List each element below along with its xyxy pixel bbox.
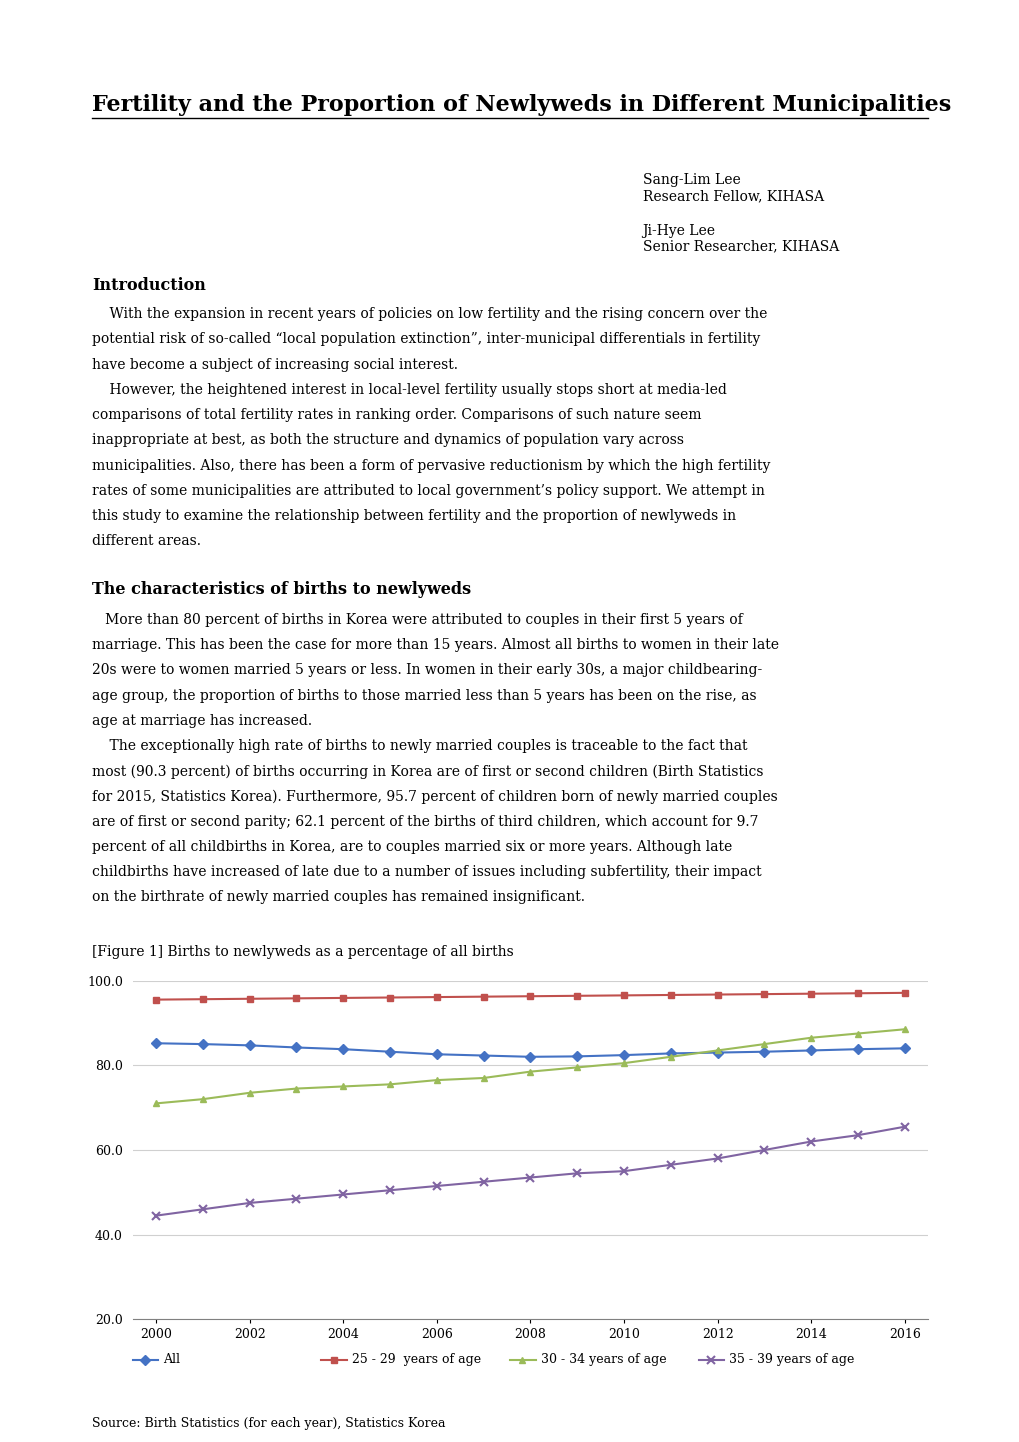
Text: Introduction: Introduction <box>92 277 206 294</box>
Text: The exceptionally high rate of births to newly married couples is traceable to t: The exceptionally high rate of births to… <box>92 740 747 753</box>
Text: The characteristics of births to newlyweds: The characteristics of births to newlywe… <box>92 581 471 598</box>
Text: 20s were to women married 5 years or less. In women in their early 30s, a major : 20s were to women married 5 years or les… <box>92 663 761 678</box>
Text: 25 - 29  years of age: 25 - 29 years of age <box>352 1353 481 1367</box>
Text: marriage. This has been the case for more than 15 years. Almost all births to wo: marriage. This has been the case for mor… <box>92 637 779 652</box>
Text: Fertility and the Proportion of Newlyweds in Different Municipalities: Fertility and the Proportion of Newlywed… <box>92 94 950 115</box>
Text: are of first or second parity; 62.1 percent of the births of third children, whi: are of first or second parity; 62.1 perc… <box>92 815 757 829</box>
Text: Sang-Lim Lee
Research Fellow, KIHASA: Sang-Lim Lee Research Fellow, KIHASA <box>642 173 823 203</box>
Text: Ji-Hye Lee
Senior Researcher, KIHASA: Ji-Hye Lee Senior Researcher, KIHASA <box>642 224 838 254</box>
Text: 30 - 34 years of age: 30 - 34 years of age <box>540 1353 665 1367</box>
Text: rates of some municipalities are attributed to local government’s policy support: rates of some municipalities are attribu… <box>92 485 764 497</box>
Text: inappropriate at best, as both the structure and dynamics of population vary acr: inappropriate at best, as both the struc… <box>92 433 683 447</box>
Text: With the expansion in recent years of policies on low fertility and the rising c: With the expansion in recent years of po… <box>92 307 766 322</box>
Text: age group, the proportion of births to those married less than 5 years has been : age group, the proportion of births to t… <box>92 689 756 702</box>
Text: comparisons of total fertility rates in ranking order. Comparisons of such natur: comparisons of total fertility rates in … <box>92 408 701 423</box>
Text: age at marriage has increased.: age at marriage has increased. <box>92 714 312 728</box>
Text: However, the heightened interest in local-level fertility usually stops short at: However, the heightened interest in loca… <box>92 382 726 397</box>
Text: on the birthrate of newly married couples has remained insignificant.: on the birthrate of newly married couple… <box>92 891 584 904</box>
Text: childbirths have increased of late due to a number of issues including subfertil: childbirths have increased of late due t… <box>92 865 760 880</box>
Text: [Figure 1] Births to newlyweds as a percentage of all births: [Figure 1] Births to newlyweds as a perc… <box>92 945 513 959</box>
Text: Source: Birth Statistics (for each year), Statistics Korea: Source: Birth Statistics (for each year)… <box>92 1417 445 1430</box>
Text: percent of all childbirths in Korea, are to couples married six or more years. A: percent of all childbirths in Korea, are… <box>92 839 732 854</box>
Text: have become a subject of increasing social interest.: have become a subject of increasing soci… <box>92 358 458 372</box>
Text: different areas.: different areas. <box>92 535 201 548</box>
Text: potential risk of so-called “local population extinction”, inter-municipal diffe: potential risk of so-called “local popul… <box>92 332 759 346</box>
Text: All: All <box>163 1353 180 1367</box>
Text: municipalities. Also, there has been a form of pervasive reductionism by which t: municipalities. Also, there has been a f… <box>92 459 769 473</box>
Text: most (90.3 percent) of births occurring in Korea are of first or second children: most (90.3 percent) of births occurring … <box>92 764 762 779</box>
Text: More than 80 percent of births in Korea were attributed to couples in their firs: More than 80 percent of births in Korea … <box>92 613 742 627</box>
Text: this study to examine the relationship between fertility and the proportion of n: this study to examine the relationship b… <box>92 509 735 523</box>
Text: 35 - 39 years of age: 35 - 39 years of age <box>729 1353 854 1367</box>
Text: for 2015, Statistics Korea). Furthermore, 95.7 percent of children born of newly: for 2015, Statistics Korea). Furthermore… <box>92 790 776 803</box>
